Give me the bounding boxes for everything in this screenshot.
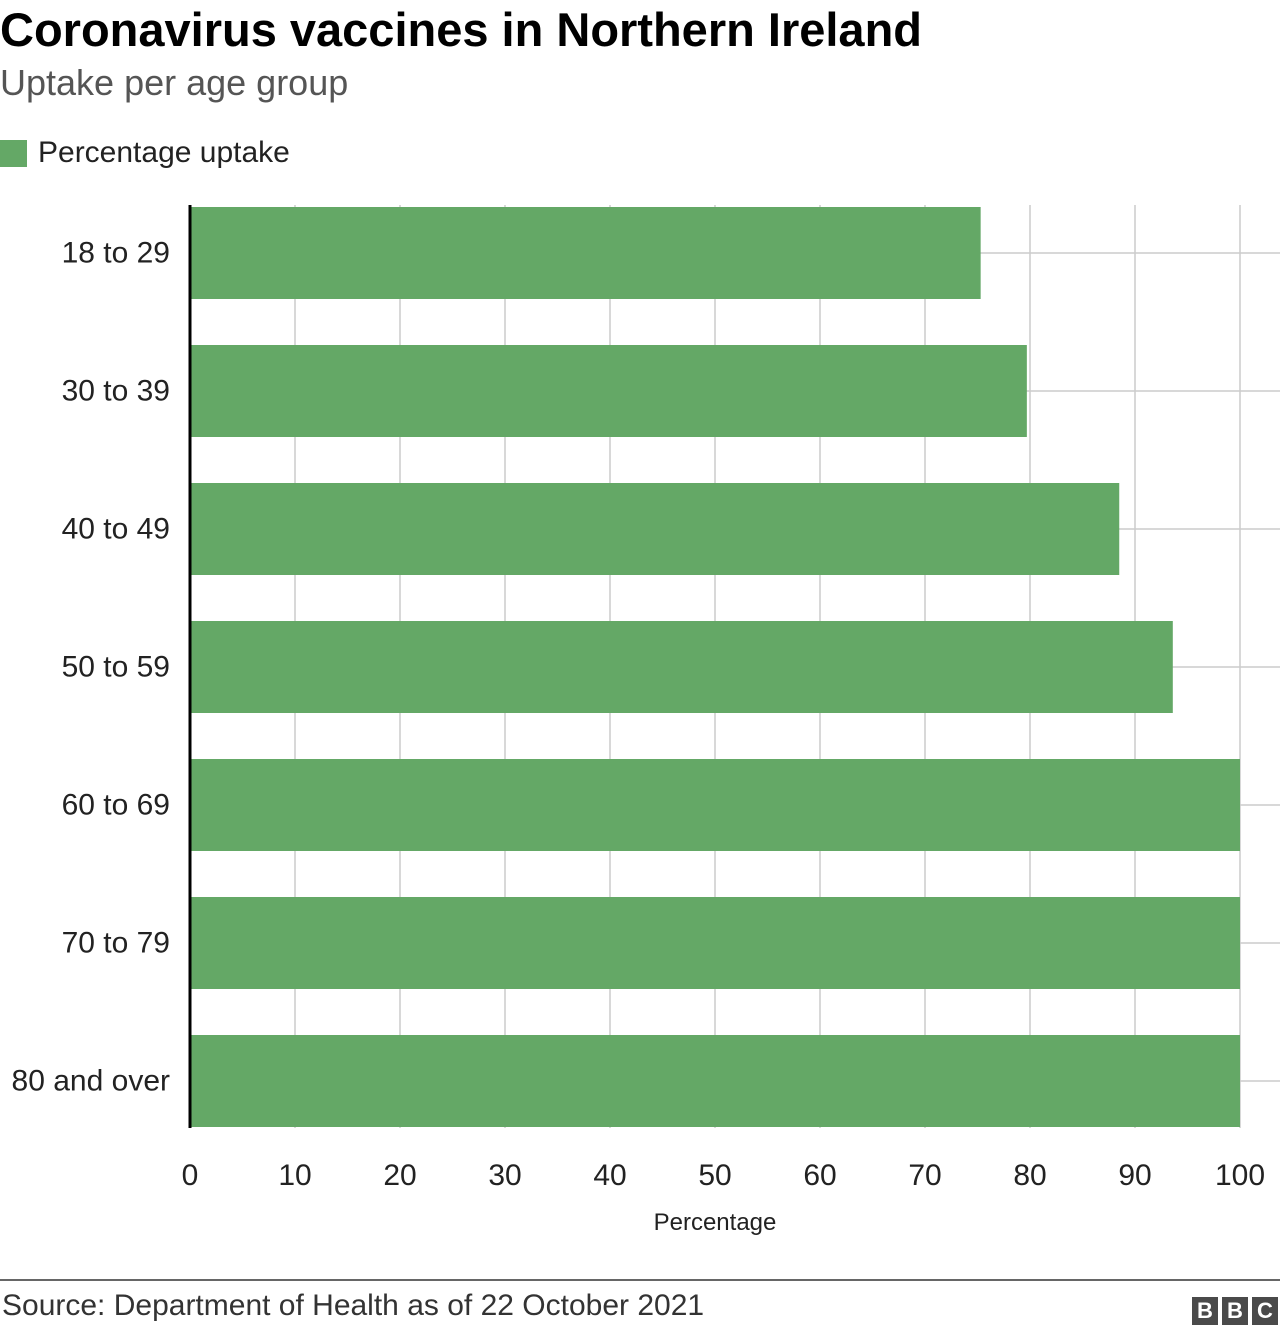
category-label: 40 to 49 <box>62 513 170 546</box>
category-label: 70 to 79 <box>62 927 170 960</box>
bar-chart: 18 to 29 30 to 39 40 to 49 50 to 59 60 to 69… <box>12 205 1280 1236</box>
footer-divider <box>0 1279 1280 1281</box>
x-tick-label: 20 <box>383 1159 416 1192</box>
x-tick-label: 30 <box>488 1159 521 1192</box>
legend-label: Percentage uptake <box>38 136 290 169</box>
x-tick-label: 80 <box>1013 1159 1046 1192</box>
bar <box>190 345 1027 437</box>
x-tick-label: 10 <box>278 1159 311 1192</box>
x-tick-label: 50 <box>698 1159 731 1192</box>
category-label: 80 and over <box>12 1065 170 1098</box>
chart-subtitle: Uptake per age group <box>0 62 349 103</box>
x-tick-label: 90 <box>1118 1159 1151 1192</box>
category-label: 60 to 69 <box>62 789 170 822</box>
x-tick-label: 0 <box>182 1159 199 1192</box>
x-axis-label: Percentage <box>654 1209 777 1236</box>
x-tick-label: 70 <box>908 1159 941 1192</box>
legend-swatch <box>0 139 27 167</box>
bbc-logo-letter: B <box>1192 1297 1218 1325</box>
x-tick-label: 60 <box>803 1159 836 1192</box>
x-tick-label: 40 <box>593 1159 626 1192</box>
bar <box>190 1035 1240 1127</box>
bar <box>190 483 1120 575</box>
category-label: 50 to 59 <box>62 651 170 684</box>
bar <box>190 621 1173 713</box>
bar <box>190 897 1240 989</box>
bbc-logo-letter: B <box>1222 1297 1248 1325</box>
category-label: 18 to 29 <box>62 237 170 270</box>
bar <box>190 207 981 299</box>
bbc-logo: B B C <box>1192 1297 1278 1325</box>
bbc-logo-letter: C <box>1252 1297 1278 1325</box>
x-tick-label: 100 <box>1215 1159 1265 1192</box>
chart-legend: Percentage uptake <box>0 136 290 170</box>
category-label: 30 to 39 <box>62 375 170 408</box>
bar <box>190 759 1240 851</box>
source-note: Source: Department of Health as of 22 Oc… <box>2 1289 705 1322</box>
chart-title: Coronavirus vaccines in Northern Ireland <box>0 3 922 56</box>
